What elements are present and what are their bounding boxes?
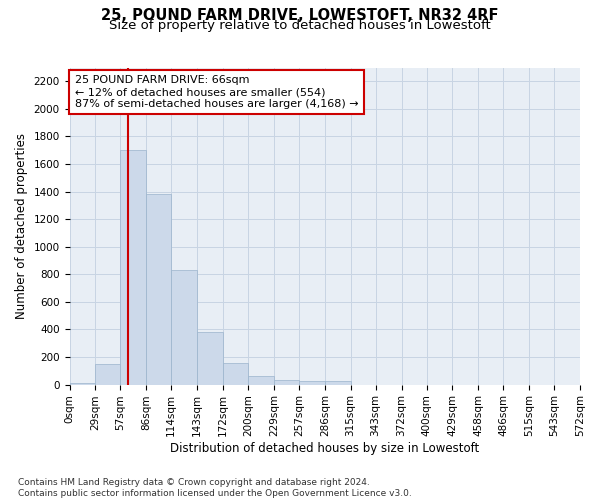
Bar: [146, 194, 171, 384]
Bar: [223, 362, 248, 384]
Bar: [299, 381, 325, 384]
Text: 25, POUND FARM DRIVE, LOWESTOFT, NR32 4RF: 25, POUND FARM DRIVE, LOWESTOFT, NR32 4R…: [101, 8, 499, 22]
X-axis label: Distribution of detached houses by size in Lowestoft: Distribution of detached houses by size …: [170, 442, 479, 455]
Bar: [95, 364, 121, 384]
Bar: [121, 150, 146, 384]
Text: Size of property relative to detached houses in Lowestoft: Size of property relative to detached ho…: [109, 19, 491, 32]
Text: Contains HM Land Registry data © Crown copyright and database right 2024.
Contai: Contains HM Land Registry data © Crown c…: [18, 478, 412, 498]
Bar: [197, 332, 223, 384]
Bar: [70, 383, 95, 384]
Bar: [325, 381, 350, 384]
Bar: [171, 270, 197, 384]
Bar: [274, 380, 299, 384]
Y-axis label: Number of detached properties: Number of detached properties: [15, 133, 28, 319]
Text: 25 POUND FARM DRIVE: 66sqm
← 12% of detached houses are smaller (554)
87% of sem: 25 POUND FARM DRIVE: 66sqm ← 12% of deta…: [74, 76, 358, 108]
Bar: [248, 376, 274, 384]
